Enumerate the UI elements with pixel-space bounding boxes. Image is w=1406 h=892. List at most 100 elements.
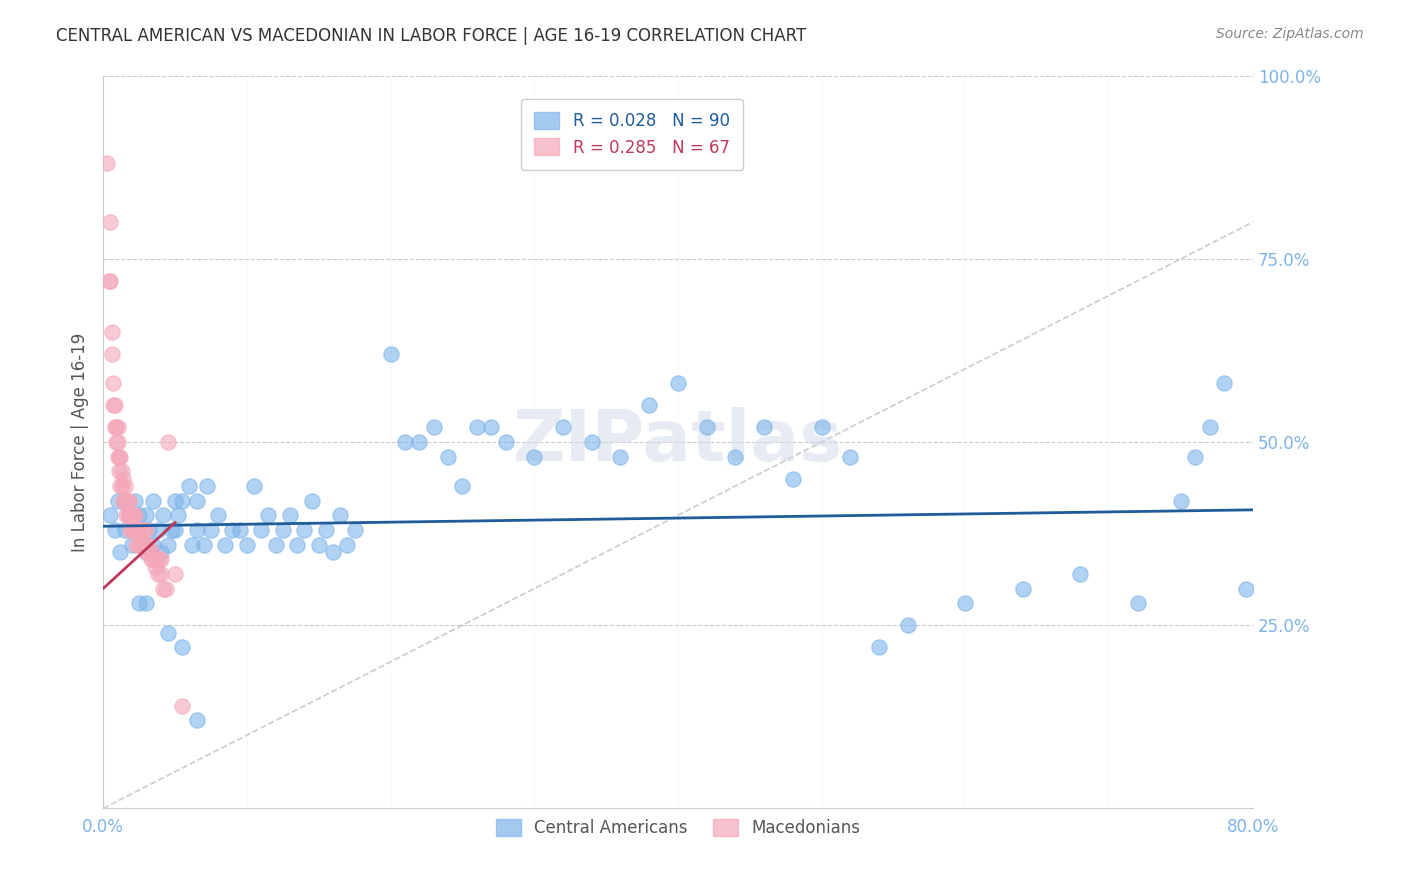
Point	[149, 552, 172, 566]
Point	[108, 450, 131, 464]
Point	[1198, 420, 1220, 434]
Point	[136, 538, 159, 552]
Point	[551, 420, 574, 434]
Point	[221, 523, 243, 537]
Point	[638, 398, 661, 412]
Point	[135, 545, 157, 559]
Legend: Central Americans, Macedonians: Central Americans, Macedonians	[489, 813, 866, 844]
Point	[104, 398, 127, 412]
Point	[111, 479, 134, 493]
Point	[96, 156, 118, 170]
Point	[1234, 582, 1257, 596]
Point	[172, 698, 194, 713]
Point	[152, 582, 174, 596]
Point	[145, 552, 167, 566]
Point	[115, 493, 138, 508]
Point	[104, 420, 127, 434]
Point	[186, 493, 208, 508]
Point	[301, 493, 323, 508]
Point	[696, 420, 718, 434]
Point	[135, 508, 157, 523]
Text: Source: ZipAtlas.com: Source: ZipAtlas.com	[1216, 27, 1364, 41]
Point	[134, 538, 156, 552]
Point	[179, 479, 201, 493]
Point	[285, 538, 308, 552]
Point	[110, 545, 132, 559]
Point	[195, 479, 218, 493]
Point	[124, 508, 146, 523]
Point	[120, 523, 142, 537]
Point	[129, 538, 152, 552]
Point	[394, 434, 416, 449]
Point	[278, 508, 301, 523]
Point	[128, 523, 150, 537]
Point	[193, 538, 215, 552]
Text: CENTRAL AMERICAN VS MACEDONIAN IN LABOR FORCE | AGE 16-19 CORRELATION CHART: CENTRAL AMERICAN VS MACEDONIAN IN LABOR …	[56, 27, 807, 45]
Point	[128, 523, 150, 537]
Point	[132, 538, 155, 552]
Point	[135, 596, 157, 610]
Point	[243, 479, 266, 493]
Point	[124, 523, 146, 537]
Point	[114, 523, 136, 537]
Point	[1170, 493, 1192, 508]
Point	[142, 538, 165, 552]
Point	[117, 508, 139, 523]
Point	[181, 538, 204, 552]
Point	[128, 538, 150, 552]
Point	[163, 493, 186, 508]
Point	[329, 508, 352, 523]
Point	[156, 625, 179, 640]
Point	[104, 523, 127, 537]
Point	[465, 420, 488, 434]
Point	[380, 347, 402, 361]
Point	[343, 523, 366, 537]
Point	[125, 538, 148, 552]
Point	[408, 434, 430, 449]
Point	[148, 552, 170, 566]
Point	[131, 538, 153, 552]
Point	[257, 508, 280, 523]
Point	[264, 538, 287, 552]
Point	[103, 398, 125, 412]
Point	[112, 472, 135, 486]
Point	[149, 545, 172, 559]
Point	[118, 508, 141, 523]
Point	[292, 523, 315, 537]
Point	[186, 523, 208, 537]
Point	[121, 508, 143, 523]
Point	[114, 493, 136, 508]
Point	[105, 420, 128, 434]
Point	[121, 523, 143, 537]
Point	[114, 479, 136, 493]
Point	[138, 523, 160, 537]
Point	[124, 493, 146, 508]
Point	[1012, 582, 1035, 596]
Point	[666, 376, 689, 391]
Point	[214, 538, 236, 552]
Point	[105, 434, 128, 449]
Text: ZIPatlas: ZIPatlas	[513, 408, 844, 476]
Point	[143, 559, 166, 574]
Point	[163, 523, 186, 537]
Point	[1069, 566, 1091, 581]
Point	[103, 376, 125, 391]
Point	[129, 523, 152, 537]
Point	[172, 493, 194, 508]
Point	[139, 552, 162, 566]
Point	[955, 596, 977, 610]
Point	[609, 450, 631, 464]
Point	[98, 274, 121, 288]
Point	[315, 523, 337, 537]
Point	[135, 545, 157, 559]
Point	[160, 523, 183, 537]
Point	[98, 215, 121, 229]
Point	[107, 450, 129, 464]
Point	[141, 545, 163, 559]
Point	[754, 420, 776, 434]
Point	[581, 434, 603, 449]
Point	[839, 450, 862, 464]
Point	[724, 450, 747, 464]
Point	[127, 523, 149, 537]
Point	[271, 523, 294, 537]
